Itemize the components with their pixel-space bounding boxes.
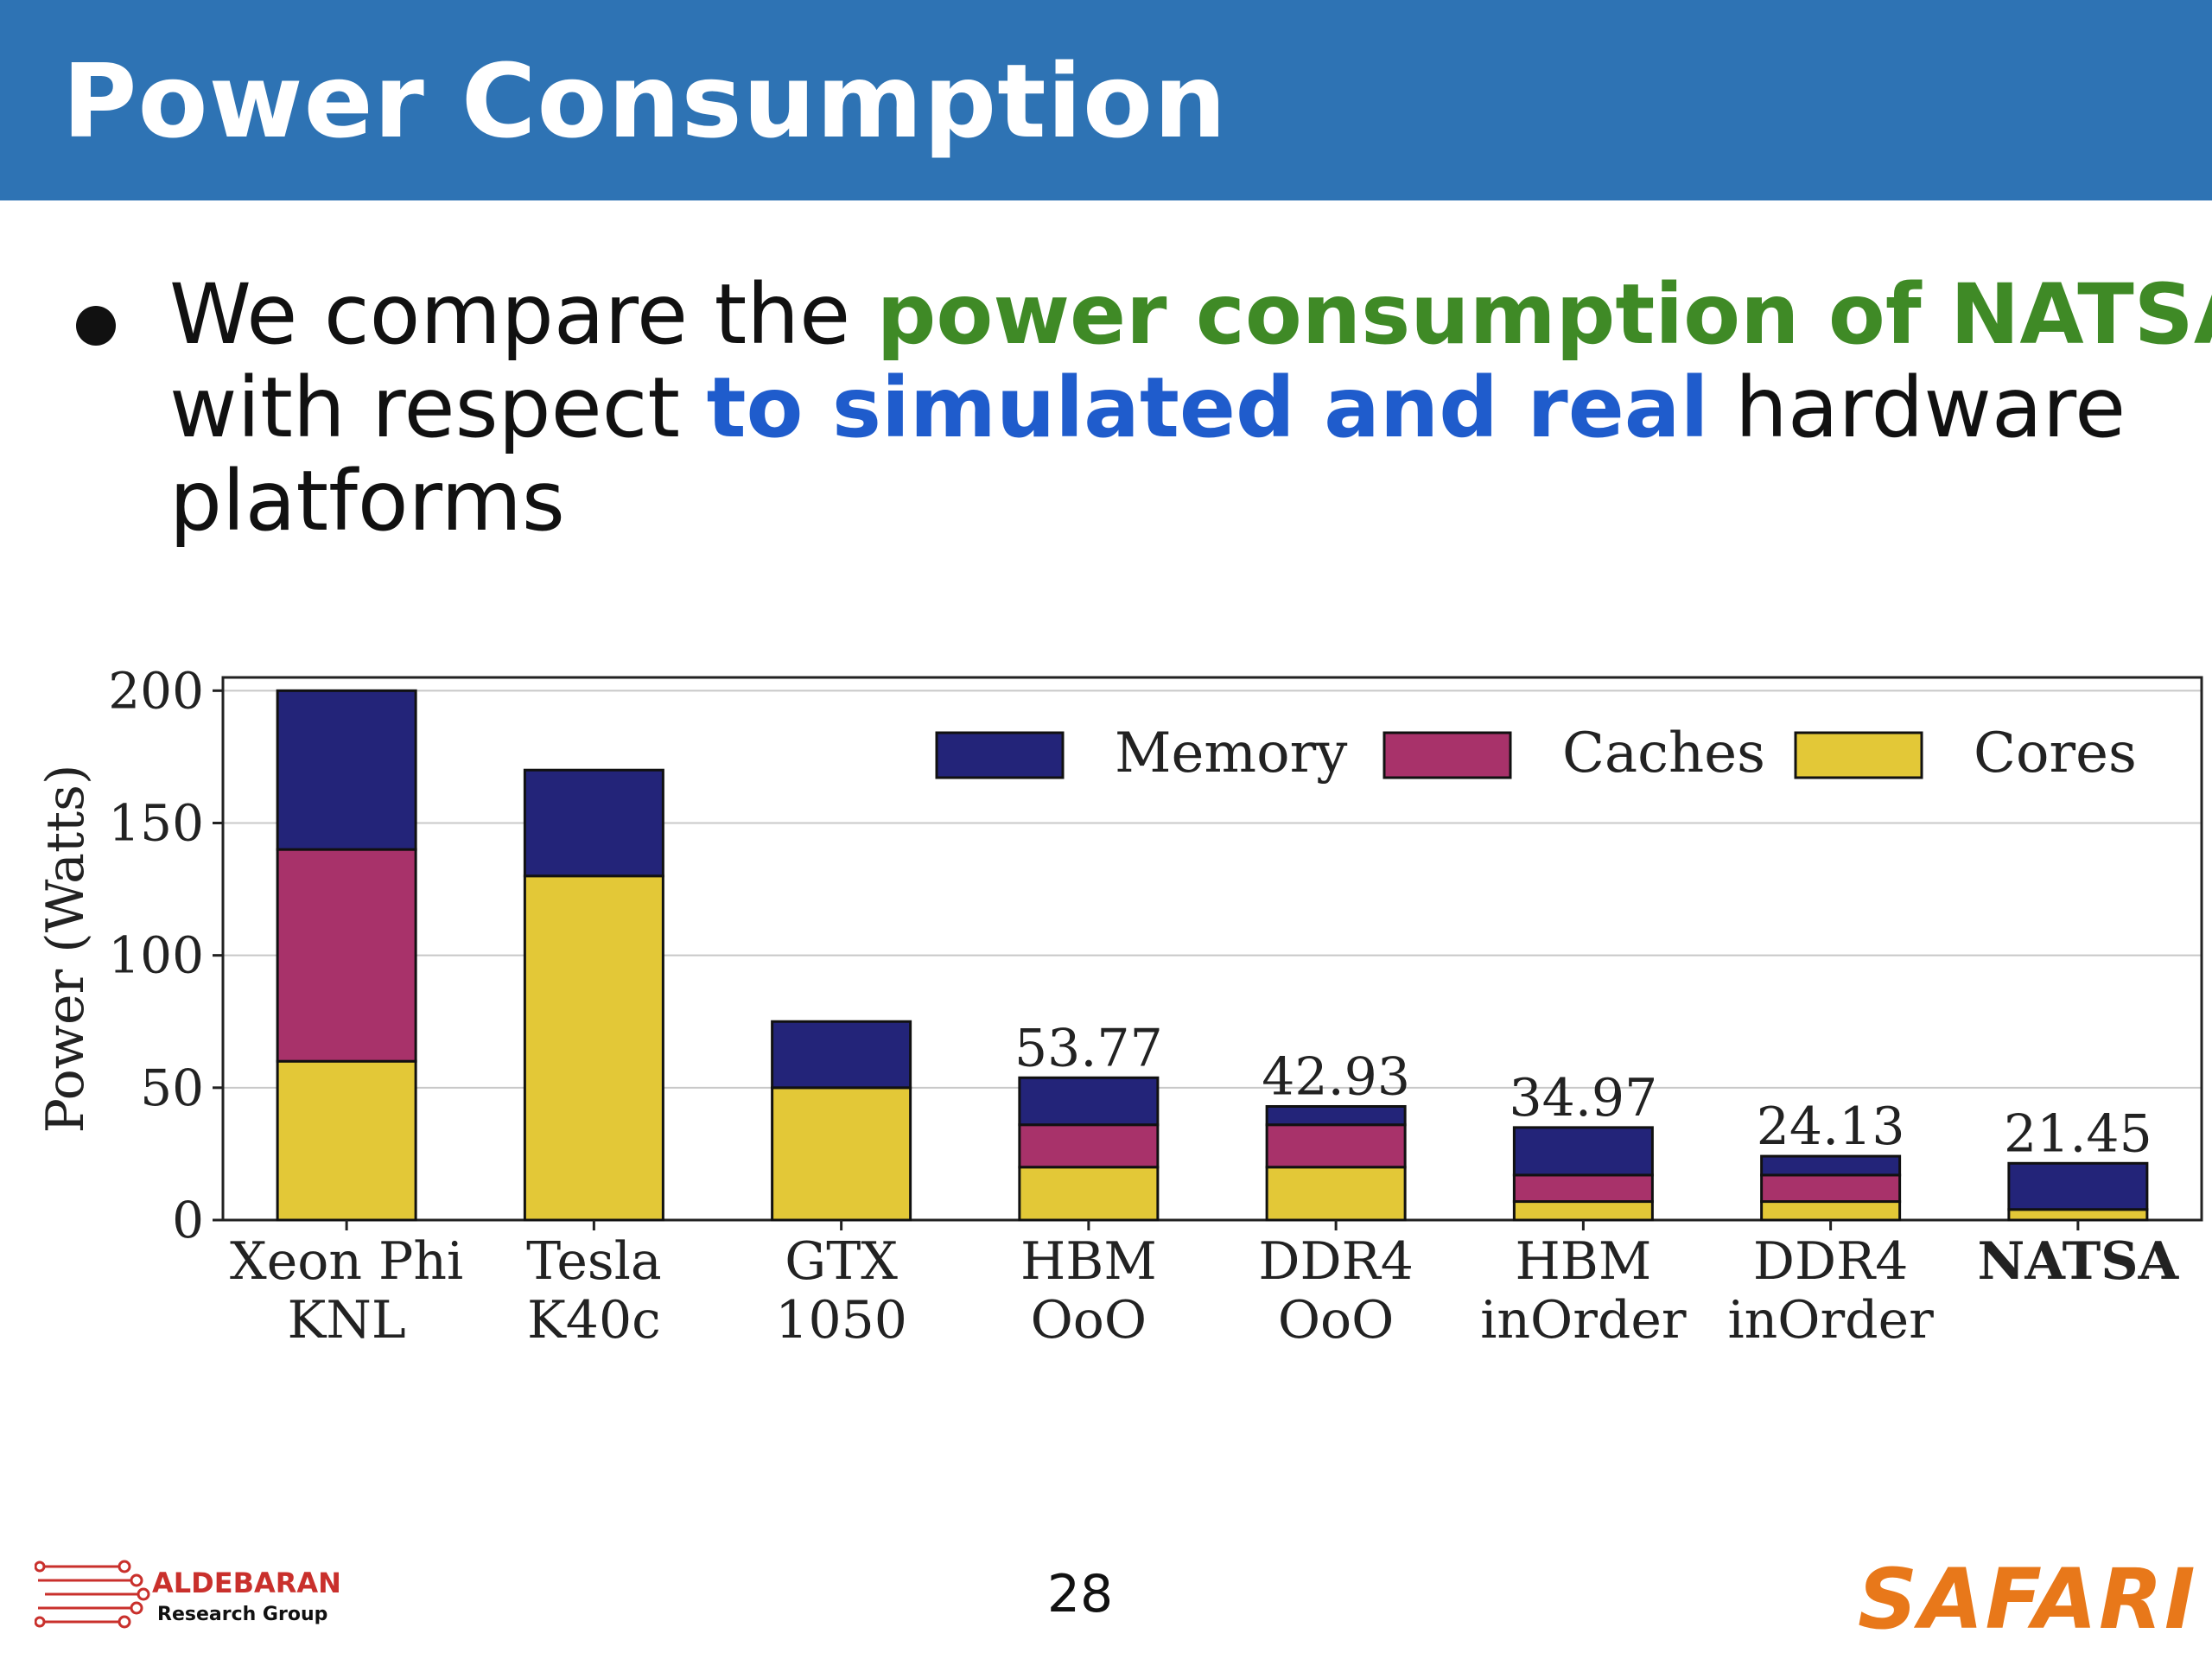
title-bar: [0, 0, 2212, 200]
legend-swatch-cores: [1794, 731, 1923, 779]
bar-segment-caches: [1018, 1123, 1160, 1169]
aldebaran-sub: Research Group: [157, 1604, 327, 1625]
bar-segment-cores: [1760, 1200, 1902, 1222]
bar-segment-caches: [1265, 1123, 1407, 1169]
bar-segment-memory: [1512, 1126, 1654, 1177]
data-label: 21.45: [2004, 1103, 2152, 1164]
x-tick-label: K40c: [527, 1290, 661, 1351]
aldebaran-logo: ALDEBARAN Research Group: [35, 1560, 341, 1629]
plot-frame: [221, 676, 2203, 1222]
bar-segment-memory: [1265, 1104, 1407, 1127]
data-label: 53.77: [1014, 1018, 1163, 1078]
bar-segment-memory: [523, 768, 664, 878]
x-tick-label: OoO: [1278, 1290, 1395, 1351]
bar-segment-caches: [1760, 1173, 1902, 1204]
bar-segment-memory: [771, 1020, 912, 1090]
bullet-text: We compare the power consumption of NATS…: [169, 266, 2212, 548]
bar-segment-memory: [1760, 1154, 1902, 1177]
bullet-line-1: We compare the power consumption of NATS…: [169, 266, 2212, 363]
y-tick-label: 50: [140, 1058, 204, 1117]
bullet-highlight-blue: to simulated and real: [706, 359, 1709, 456]
x-tick-label: NATSA: [1978, 1231, 2180, 1292]
x-tick-label: DDR4: [1753, 1231, 1909, 1292]
y-axis-label: Power (Watts): [35, 765, 96, 1134]
x-tick-label: HBM: [1515, 1231, 1651, 1292]
bullet-part-5: hardware: [1708, 359, 2126, 456]
bar-segment-cores: [771, 1086, 912, 1222]
x-tick-label: Xeon Phi: [230, 1231, 463, 1292]
legend-label-memory: Memory: [1115, 721, 1347, 785]
x-tick-label: GTX: [785, 1231, 898, 1292]
bar-segment-caches: [276, 848, 417, 1063]
bar-segment-memory: [276, 689, 417, 851]
bar-segment-cores: [1512, 1200, 1654, 1222]
x-tick-label: inOrder: [1727, 1290, 1934, 1351]
legend-swatch-memory: [935, 731, 1065, 779]
data-label: 34.97: [1509, 1068, 1657, 1128]
bar-segment-memory: [2007, 1161, 2149, 1211]
bullet-part-6: platforms: [169, 453, 565, 550]
bullet-icon: [76, 306, 116, 346]
bullet-line-3: platforms: [169, 454, 2113, 548]
bar-segment-memory: [1018, 1076, 1160, 1127]
bar-segment-cores: [1265, 1166, 1407, 1222]
y-tick-label: 150: [108, 793, 204, 852]
x-tick-label: HBM: [1020, 1231, 1157, 1292]
bullet-line-2: with respect to simulated and real hardw…: [169, 359, 2126, 456]
safari-logo: SAFARI: [1858, 1551, 2197, 1648]
bar-segment-cores: [276, 1059, 417, 1222]
x-tick-label: DDR4: [1258, 1231, 1414, 1292]
x-tick-label: 1050: [775, 1290, 907, 1351]
y-tick-label: 0: [172, 1191, 204, 1249]
aldebaran-name: ALDEBARAN: [152, 1567, 341, 1599]
legend-swatch-caches: [1382, 731, 1512, 779]
bullet-highlight-green: power consumption of NATSA: [876, 266, 2212, 363]
legend-label-cores: Cores: [1974, 721, 2137, 785]
bullet-part-1: We compare the: [169, 266, 877, 363]
x-tick-label: OoO: [1031, 1290, 1147, 1351]
bar-segment-cores: [523, 874, 664, 1222]
data-label: 24.13: [1757, 1096, 1905, 1157]
bullet-part-3: with respect: [169, 359, 707, 456]
bar-segment-caches: [1512, 1173, 1654, 1204]
circuit-icon: [35, 1560, 150, 1629]
y-tick-label: 100: [108, 926, 204, 985]
x-tick-label: Tesla: [526, 1231, 662, 1292]
bar-segment-cores: [1018, 1166, 1160, 1222]
bar-segment-cores: [2007, 1208, 2149, 1222]
page-number: 28: [1046, 1564, 1114, 1624]
x-tick-label: KNL: [288, 1290, 406, 1351]
y-tick-label: 200: [108, 661, 204, 720]
data-label: 42.93: [1262, 1046, 1410, 1107]
slide-title: Power Consumption: [62, 41, 1228, 161]
x-tick-label: inOrder: [1480, 1290, 1687, 1351]
legend-label-caches: Caches: [1562, 721, 1765, 785]
